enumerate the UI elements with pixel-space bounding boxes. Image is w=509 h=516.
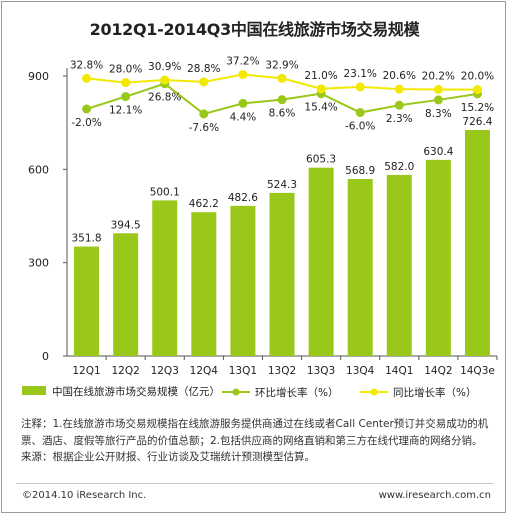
- bar: [74, 246, 100, 356]
- legend-yoy-label: 同比增长率（%）: [393, 386, 476, 399]
- website-url: www.iresearch.com.cn: [378, 490, 491, 501]
- mom-growth-point: [238, 98, 248, 108]
- bar: [230, 205, 256, 356]
- chart-notes: 注释：1.在线旅游市场交易规模指在线旅游服务提供商通过在线或者Call Cent…: [21, 416, 491, 466]
- copyright-text: ©2014.10 iResearch Inc.: [22, 490, 147, 501]
- mom-growth-label: 8.6%: [269, 108, 296, 120]
- mom-growth-point: [82, 104, 92, 114]
- x-tick-label: 13Q4: [346, 365, 375, 377]
- yoy-growth-point: [394, 84, 404, 94]
- bar: [152, 200, 178, 356]
- bar-value-label: 582.0: [384, 161, 414, 173]
- yoy-growth-label: 20.6%: [383, 70, 416, 82]
- yoy-growth-point: [277, 73, 287, 83]
- note-line-2: 票、酒店、度假等旅行产品的价值总额；2.包括供应商的网络直销和第三方在线代理商的…: [21, 434, 483, 447]
- x-tick-label: 13Q2: [268, 365, 296, 377]
- yoy-growth-point: [121, 78, 131, 88]
- bar: [113, 233, 139, 356]
- bar: [386, 174, 412, 356]
- bar: [191, 212, 217, 356]
- yoy-growth-label: 37.2%: [226, 56, 259, 68]
- bar-value-label: 500.1: [150, 186, 180, 198]
- legend-mom-dot: [232, 388, 240, 396]
- bar: [308, 167, 334, 356]
- mom-growth-label: 15.4%: [304, 102, 337, 114]
- yoy-growth-label: 23.1%: [344, 68, 377, 80]
- yoy-growth-label: 30.9%: [148, 61, 181, 73]
- yoy-growth-point: [433, 84, 443, 94]
- mom-growth-label: 15.2%: [461, 102, 494, 114]
- yoy-growth-label: 32.9%: [265, 59, 298, 71]
- bar-value-label: 394.5: [111, 219, 141, 231]
- bar: [425, 159, 451, 356]
- mom-growth-label: -2.0%: [71, 117, 101, 129]
- bar-value-label: 351.8: [72, 233, 102, 245]
- bar: [464, 130, 490, 356]
- y-tick-label: 600: [28, 163, 49, 176]
- x-tick-label: 14Q1: [385, 365, 413, 377]
- mom-growth-point: [433, 95, 443, 105]
- x-tick-label: 12Q1: [72, 365, 100, 377]
- mom-growth-point: [121, 92, 131, 102]
- mom-growth-label: 8.3%: [425, 108, 452, 120]
- mom-growth-label: -6.0%: [345, 121, 375, 133]
- yoy-growth-point: [472, 85, 482, 95]
- bar-value-label: 605.3: [306, 154, 336, 166]
- bar: [347, 179, 373, 356]
- y-tick-label: 0: [42, 350, 49, 363]
- mom-growth-label: 26.8%: [148, 92, 181, 104]
- x-tick-label: 13Q3: [307, 365, 335, 377]
- mom-growth-point: [355, 108, 365, 118]
- footer-divider: [16, 483, 494, 484]
- mom-growth-label: -7.6%: [189, 122, 219, 134]
- yoy-growth-point: [355, 82, 365, 92]
- legend-bar-label: 中国在线旅游市场交易规模（亿元）: [52, 385, 220, 398]
- legend-yoy-dot: [370, 388, 378, 396]
- mom-growth-label: 12.1%: [109, 105, 142, 117]
- bar-value-label: 630.4: [423, 146, 453, 158]
- yoy-growth-point: [316, 84, 326, 94]
- bar-value-label: 462.2: [189, 198, 219, 210]
- mom-growth-point: [394, 100, 404, 110]
- y-tick-label: 300: [28, 257, 49, 270]
- mom-growth-point: [199, 109, 209, 119]
- chart-canvas: 0 300 600 900 12Q1 12Q2 12Q3 12Q4 13Q1 13Q2 13Q3 13…: [22, 56, 498, 399]
- legend-bar-swatch: [22, 386, 46, 395]
- yoy-growth-point: [160, 75, 170, 85]
- yoy-growth-point: [199, 77, 209, 87]
- yoy-growth-label: 20.0%: [461, 71, 494, 83]
- x-tick-label: 14Q3e: [460, 365, 495, 377]
- source-line: 来源：根据企业公开财报、行业访谈及艾瑞统计预测模型估算。: [21, 451, 315, 463]
- yoy-growth-point: [82, 73, 92, 83]
- x-tick-label: 12Q3: [151, 365, 179, 377]
- note-line-1: 注释：1.在线旅游市场交易规模指在线旅游服务提供商通过在线或者Call Cent…: [21, 418, 489, 430]
- x-tick-label: 12Q2: [111, 365, 139, 377]
- mom-growth-label: 2.3%: [386, 113, 413, 125]
- bar: [269, 192, 295, 356]
- yoy-growth-label: 21.0%: [304, 70, 337, 82]
- x-tick-label: 14Q2: [424, 365, 452, 377]
- bar-value-label: 524.3: [267, 179, 297, 191]
- yoy-growth-label: 20.2%: [422, 70, 455, 82]
- x-tick-label: 13Q1: [229, 365, 257, 377]
- bar-value-label: 568.9: [345, 165, 375, 177]
- chart-title: 2012Q1-2014Q3中国在线旅游市场交易规模: [89, 20, 420, 39]
- yoy-growth-label: 28.0%: [109, 64, 142, 76]
- mom-growth-label: 4.4%: [230, 111, 257, 123]
- yoy-growth-point: [238, 70, 248, 80]
- mom-growth-point: [277, 95, 287, 105]
- x-tick-label: 12Q4: [190, 365, 219, 377]
- yoy-growth-label: 32.8%: [70, 59, 103, 71]
- y-tick-label: 900: [28, 70, 49, 83]
- yoy-growth-label: 28.8%: [187, 63, 220, 75]
- legend-mom-label: 环比增长率（%）: [255, 386, 338, 399]
- bar-value-label: 726.4: [462, 116, 492, 128]
- bar-value-label: 482.6: [228, 192, 258, 204]
